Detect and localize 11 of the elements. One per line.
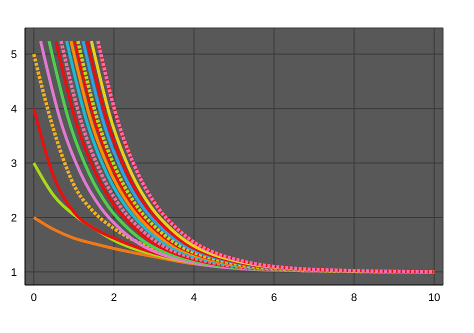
y-tick-label: 2 <box>10 212 17 224</box>
x-tick-label: 10 <box>428 292 440 304</box>
x-tick-label: 8 <box>351 292 358 304</box>
y-tick-label: 3 <box>10 158 17 170</box>
x-tick-label: 0 <box>30 292 37 304</box>
x-tick-label: 4 <box>190 292 198 304</box>
x-tick-label: 2 <box>110 292 117 304</box>
y-tick-label: 1 <box>10 266 17 279</box>
x-tick-label: 6 <box>270 292 278 304</box>
y-tick-label: 4 <box>10 103 17 116</box>
y-tick-label: 5 <box>10 49 17 62</box>
